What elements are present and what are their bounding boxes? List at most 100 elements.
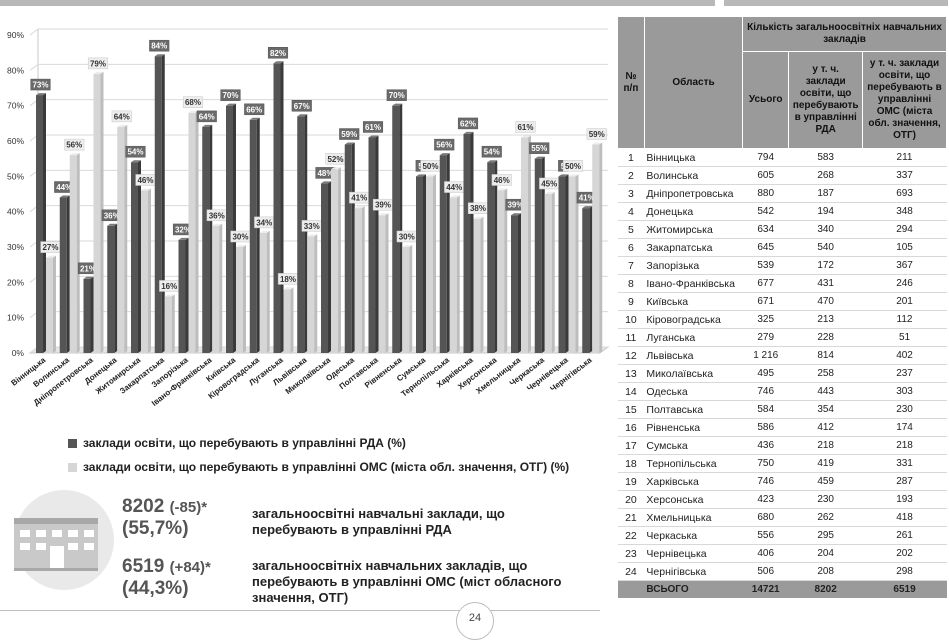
bar-oms-top	[69, 153, 80, 156]
region-name: Дніпропетровська	[644, 184, 743, 203]
data-label-box	[362, 121, 384, 133]
data-label-box	[30, 78, 51, 91]
col-header-region: Область	[643, 16, 744, 149]
bar-oms-side	[409, 245, 413, 353]
data-label: 36%	[209, 211, 225, 220]
total-count: 279	[742, 328, 789, 347]
y-tick-label: 0%	[12, 348, 25, 358]
total-count: 506	[742, 562, 789, 581]
data-label-box	[562, 160, 584, 172]
bar-rda	[439, 155, 447, 353]
total-count: 406	[742, 544, 789, 563]
bar-oms-top	[449, 195, 460, 198]
bar-rda	[202, 126, 210, 353]
bar-oms	[93, 73, 101, 353]
bar-rda	[463, 133, 471, 353]
schools-table: № п/п Область Кількість загальноосвітніх…	[617, 16, 947, 598]
oms-count: 218	[862, 436, 947, 455]
bar-oms	[592, 144, 600, 353]
data-label: 36%	[104, 211, 120, 220]
rda-count: 218	[788, 436, 863, 455]
data-label-box	[491, 174, 512, 186]
bar-rda-top	[297, 114, 308, 117]
rda-count: 459	[788, 472, 863, 491]
region-name: Вінницька	[644, 148, 743, 167]
data-label-box	[220, 89, 241, 101]
data-label: 70%	[222, 91, 238, 100]
bar-oms-top	[283, 287, 294, 290]
table-row: 6 Закарпатська 645 540 105	[617, 238, 947, 257]
region-name: Чернівецька	[644, 544, 743, 563]
table-row: 24 Чернігівська 506 208 298	[617, 562, 947, 581]
oms-count: 418	[862, 508, 947, 527]
bar-rda-top	[558, 174, 569, 177]
rda-count: 443	[788, 382, 863, 401]
bar-oms-side	[171, 294, 175, 353]
table-row: 12 Львівська 1 216 814 402	[617, 346, 947, 365]
rda-count: 431	[788, 274, 863, 293]
table-row: 23 Чернівецька 406 204 202	[617, 544, 947, 563]
total-count: 542	[742, 202, 789, 221]
bar-rda-side	[351, 142, 355, 353]
data-label: 45%	[541, 180, 557, 189]
col-header-no: № п/п	[617, 16, 645, 149]
bar-oms-top	[164, 294, 175, 297]
bar-oms-side	[290, 287, 294, 353]
data-label: 41%	[351, 194, 367, 203]
row-number: 15	[617, 400, 645, 419]
table-row: 2 Волинська 605 268 337	[617, 166, 947, 185]
bar-rda	[83, 278, 91, 353]
bar-oms	[521, 137, 528, 353]
stat-oms-number: 6519	[122, 556, 165, 577]
bar-oms-side	[575, 174, 579, 353]
data-label-box	[586, 128, 607, 140]
row-number: 13	[617, 364, 645, 383]
bar-oms	[402, 247, 410, 353]
total-count: 671	[742, 292, 789, 311]
col-header-rda: у т. ч. заклади освіти, що перебувають в…	[788, 51, 864, 149]
bar-rda	[59, 197, 67, 353]
row-number: 5	[617, 220, 645, 239]
bar-rda-top	[534, 156, 545, 159]
bar-rda	[321, 183, 328, 353]
legend-rda-label: заклади освіти, що перебувають в управлі…	[83, 436, 406, 450]
bar-oms-side	[148, 188, 151, 353]
table-row: 16 Рівненська 586 412 174	[617, 418, 947, 437]
bar-rda-side	[66, 195, 70, 353]
rda-count: 172	[788, 256, 863, 275]
bar-rda-top	[511, 213, 521, 216]
total-rda-value: 8202	[788, 580, 863, 598]
data-label-box	[386, 89, 407, 101]
table-row: 3 Дніпропетровська 880 187 693	[617, 184, 947, 203]
total-oms-value: 6519	[862, 580, 947, 598]
stat-oms-desc-line: перебувають в управлінні ОМС (міст облас…	[252, 574, 562, 589]
stat-rda-desc-line: загальноосвітні навчальні заклади, що	[252, 506, 505, 521]
rda-count: 262	[788, 508, 863, 527]
row-number: 21	[617, 508, 645, 527]
table-row: 15 Полтавська 584 354 230	[617, 400, 947, 419]
row-number: 16	[617, 418, 645, 437]
data-label: 39%	[375, 201, 391, 210]
row-number: 12	[617, 346, 645, 365]
stat-oms-delta: (+84)*	[169, 559, 211, 576]
bar-oms-side	[528, 135, 531, 353]
bar-oms-top	[521, 135, 531, 138]
bar-oms	[544, 194, 552, 353]
region-name: Харківська	[644, 472, 743, 491]
rda-count: 268	[788, 166, 863, 185]
rda-count: 340	[788, 220, 863, 239]
oms-count: 51	[862, 328, 947, 347]
data-label-box	[339, 128, 360, 140]
data-label: 67%	[294, 102, 310, 111]
oms-count: 112	[862, 310, 947, 329]
bar-rda-top	[463, 131, 474, 134]
total-count: 680	[742, 508, 789, 527]
bar-rda-top	[392, 103, 403, 106]
bar-oms-top	[117, 124, 128, 127]
oms-count: 237	[862, 364, 947, 383]
oms-count: 202	[862, 544, 947, 563]
data-label: 54%	[127, 148, 143, 157]
data-label: 59%	[341, 130, 357, 139]
oms-count: 367	[862, 256, 947, 275]
data-label: 18%	[280, 275, 296, 284]
